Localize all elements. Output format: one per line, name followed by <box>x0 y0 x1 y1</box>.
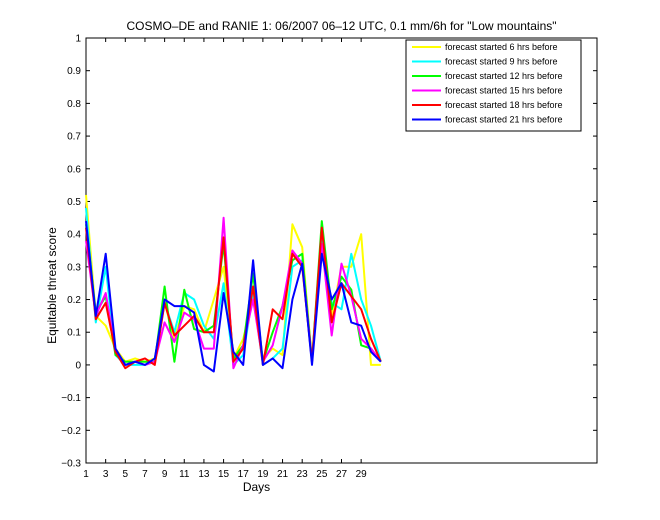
y-tick-label: 0.6 <box>67 164 81 175</box>
x-tick-label: 11 <box>179 469 190 480</box>
legend-label: forecast started 12 hrs before <box>445 71 563 81</box>
y-tick-label: 0.7 <box>67 132 81 143</box>
x-tick-label: 7 <box>142 469 148 480</box>
y-tick-label: 0.8 <box>67 99 81 110</box>
legend: forecast started 6 hrs before forecast st… <box>405 39 582 132</box>
series-layer <box>85 194 382 373</box>
y-axis: −0.3 −0.2 −0.1 0 0.1 0.2 0.3 0.4 0.5 0.6 0.7 0.8 0.9… <box>61 34 597 470</box>
y-tick-label: −0.1 <box>61 393 81 404</box>
y-tick-label: 0.9 <box>67 66 81 77</box>
x-tick-label: 23 <box>297 469 309 480</box>
x-tick-label: 29 <box>356 469 368 480</box>
y-tick-label: −0.2 <box>61 426 81 437</box>
series-line <box>85 220 382 373</box>
x-tick-label: 19 <box>257 469 269 480</box>
x-tick-label: 9 <box>162 469 168 480</box>
y-tick-label: −0.3 <box>61 459 81 470</box>
y-tick-label: 1 <box>75 34 81 45</box>
legend-box <box>405 39 582 132</box>
x-axis-label: Days <box>243 480 270 494</box>
y-axis-label: Equitable threat score <box>45 227 59 344</box>
x-tick-label: 15 <box>218 469 230 480</box>
x-tick-label: 13 <box>198 469 210 480</box>
x-tick-label: 21 <box>277 469 289 480</box>
y-tick-label: 0.1 <box>67 328 81 339</box>
y-tick-label: 0 <box>75 360 81 371</box>
y-tick-label: 0.5 <box>67 197 81 208</box>
x-tick-label: 17 <box>238 469 250 480</box>
x-tick-label: 27 <box>336 469 348 480</box>
legend-label: forecast started 6 hrs before <box>445 42 558 52</box>
legend-label: forecast started 18 hrs before <box>445 100 563 110</box>
y-tick-label: 0.4 <box>67 230 81 241</box>
legend-label: forecast started 21 hrs before <box>445 115 563 125</box>
y-tick-label: 0.2 <box>67 295 81 306</box>
x-tick-label: 5 <box>123 469 129 480</box>
x-tick-label: 25 <box>316 469 328 480</box>
chart-title: COSMO–DE and RANIE 1: 06/2007 06–12 UTC,… <box>126 19 556 33</box>
y-tick-label: 0.3 <box>67 262 81 273</box>
x-tick-label: 1 <box>83 469 89 480</box>
x-tick-label: 3 <box>103 469 109 480</box>
legend-label: forecast started 15 hrs before <box>445 86 563 96</box>
x-axis: 1 3 5 7 9 11 13 15 17 19 21 23 25 27 29 <box>83 38 367 480</box>
legend-label: forecast started 9 hrs before <box>445 57 558 67</box>
